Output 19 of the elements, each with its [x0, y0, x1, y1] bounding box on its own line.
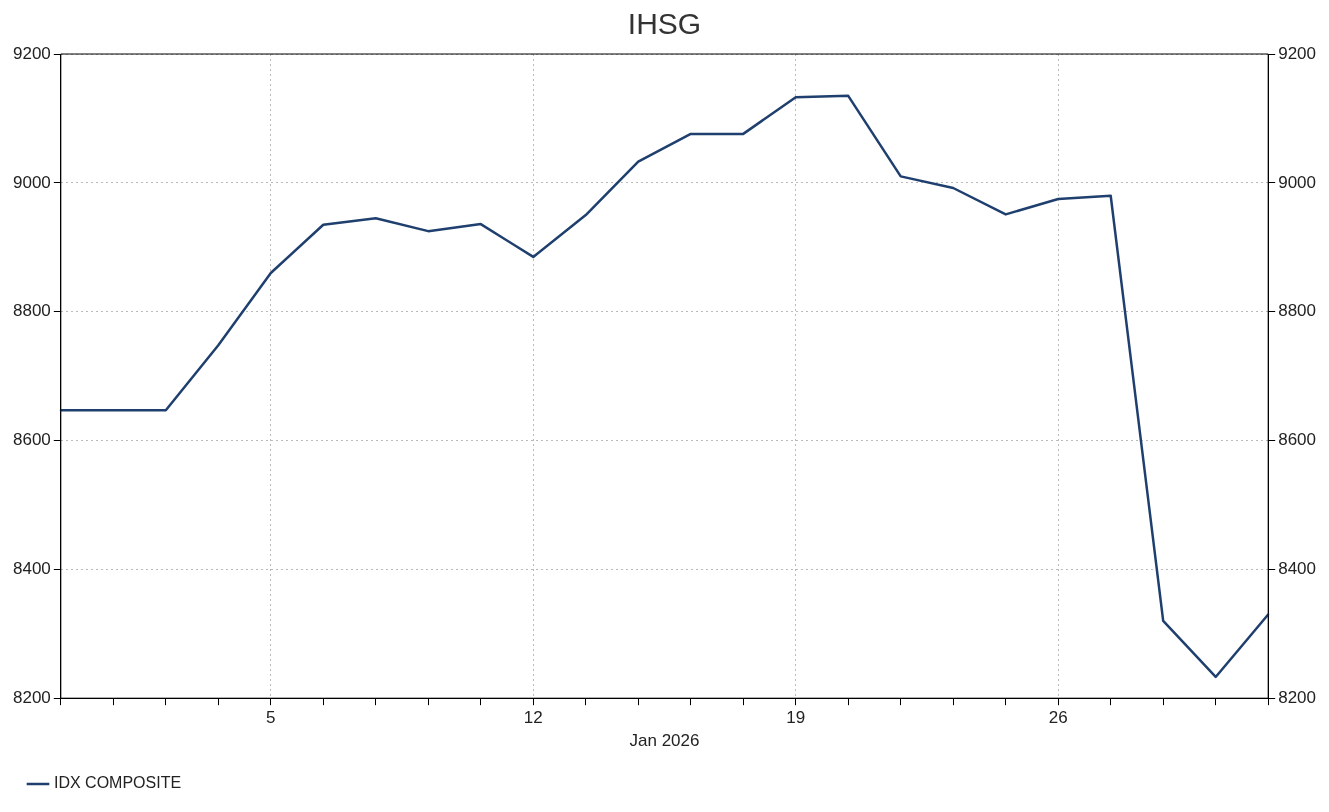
y-tick-label: 9000 — [12, 172, 51, 192]
x-tick-label: 12 — [523, 708, 543, 728]
y2-tick-label: 8800 — [1278, 301, 1317, 321]
y2-tick-label: 9000 — [1278, 172, 1317, 192]
chart-title: IHSG — [627, 7, 702, 41]
x-tick-label: 5 — [266, 708, 276, 728]
y2-tick-label: 8200 — [1278, 687, 1317, 707]
y-tick-label: 8200 — [12, 687, 51, 707]
y-tick-label: 9200 — [12, 43, 51, 63]
y2-tick-label: 9200 — [1278, 43, 1317, 63]
y2-tick-label: 8600 — [1278, 430, 1317, 450]
y-tick-label: 8400 — [12, 559, 51, 579]
x-axis-title: Jan 2026 — [629, 731, 700, 751]
y2-tick-label: 8400 — [1278, 559, 1317, 579]
x-tick-label: 26 — [1048, 708, 1068, 728]
x-tick-label: 19 — [786, 708, 806, 728]
y-tick-label: 8800 — [12, 301, 51, 321]
y-tick-label: 8600 — [12, 430, 51, 450]
legend-label: IDX COMPOSITE — [54, 774, 182, 792]
